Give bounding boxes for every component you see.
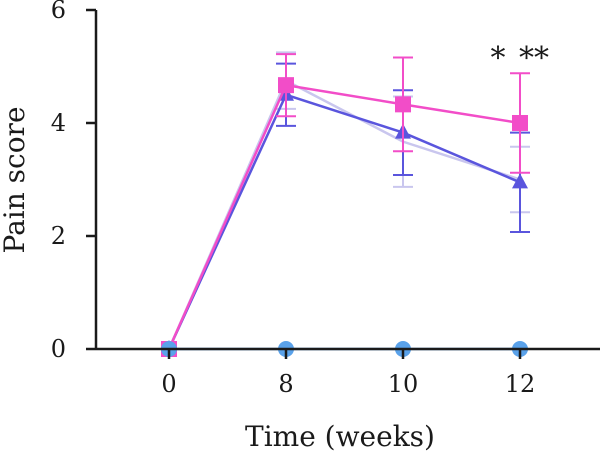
x-tick-label: 12 xyxy=(505,370,536,398)
series-line xyxy=(167,83,521,350)
square-marker xyxy=(395,96,411,113)
y-axis-title: Pain score xyxy=(0,106,31,253)
y-tick-label: 6 xyxy=(51,0,66,24)
significance-label: * xyxy=(491,41,506,76)
chart-marks: * ** xyxy=(161,41,549,357)
chart-axes xyxy=(94,10,600,351)
triangle-marker xyxy=(512,173,528,189)
series-line xyxy=(167,78,521,350)
x-axis-title: Time (weeks) xyxy=(245,420,435,453)
series-2 xyxy=(167,51,530,350)
significance-label: ** xyxy=(519,41,549,76)
y-tick-label: 0 xyxy=(51,335,66,363)
series-line xyxy=(167,93,521,350)
square-marker xyxy=(512,115,528,131)
chart-ticks: 0 2 4 6 0 8 10 12 xyxy=(51,0,536,398)
x-tick-label: 0 xyxy=(161,370,176,398)
x-tick-label: 8 xyxy=(278,370,293,398)
y-tick-label: 4 xyxy=(51,109,66,137)
series-1 xyxy=(161,62,530,355)
x-tick-label: 10 xyxy=(388,370,419,398)
y-tick-label: 2 xyxy=(51,222,66,250)
series-0 xyxy=(161,53,530,357)
square-marker xyxy=(278,77,294,94)
